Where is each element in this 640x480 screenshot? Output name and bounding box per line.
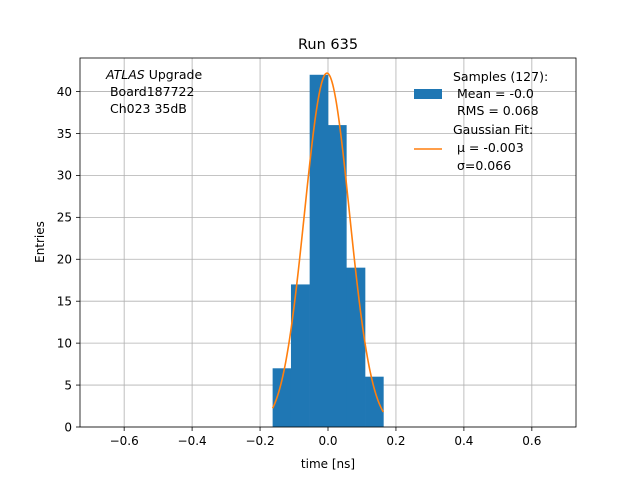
histogram-bar [309, 74, 329, 427]
y-tick-label: 25 [57, 211, 72, 225]
legend-fit-sigma: σ=0.066 [453, 158, 511, 173]
y-tick-label: 20 [57, 253, 72, 267]
x-tick-label: 0.4 [454, 434, 473, 448]
legend: Samples (127): Mean = -0.0 RMS = 0.068 G… [414, 69, 548, 173]
y-axis-label: Entries [33, 221, 47, 263]
x-tick-label: −0.4 [178, 434, 207, 448]
legend-samples-label: Samples (127): [453, 69, 548, 84]
y-tick-label: 30 [57, 169, 72, 183]
y-tick-label: 40 [57, 85, 72, 99]
fit-line [271, 72, 385, 413]
histogram-bar [272, 368, 292, 427]
chart-title: Run 635 [298, 37, 358, 53]
legend-histogram-swatch [414, 89, 442, 99]
annotation-upgrade: Upgrade [145, 67, 203, 82]
x-axis-ticks: −0.6 −0.4 −0.2 0.0 0.2 0.4 0.6 [110, 427, 541, 448]
annotation-atlas: ATLAS [105, 67, 145, 82]
y-tick-label: 5 [64, 378, 72, 392]
legend-samples-rms: RMS = 0.068 [453, 103, 539, 118]
y-tick-label: 10 [57, 336, 72, 350]
histogram-bar [328, 125, 347, 427]
legend-fit-mu: μ = -0.003 [453, 140, 524, 155]
legend-fit-label: Gaussian Fit: [453, 122, 533, 137]
histogram-bar [346, 267, 366, 427]
annotation-board: Board187722 [106, 84, 194, 99]
y-tick-label: 35 [57, 127, 72, 141]
x-tick-label: 0.6 [522, 434, 541, 448]
histogram-bars [272, 74, 384, 427]
x-tick-label: 0.2 [386, 434, 405, 448]
y-axis-ticks: 0 5 10 15 20 25 30 35 40 [57, 85, 80, 434]
histogram-bar [365, 376, 384, 427]
x-tick-label: −0.6 [110, 434, 139, 448]
annotation-line-1: ATLAS Upgrade [105, 67, 202, 82]
gaussian-fit-curve [271, 72, 385, 413]
annotation-channel: Ch023 35dB [106, 101, 187, 116]
x-tick-label: 0.0 [318, 434, 337, 448]
y-tick-label: 0 [64, 420, 72, 434]
atlas-annotation: ATLAS Upgrade Board187722 Ch023 35dB [105, 67, 202, 116]
histogram-bar [290, 284, 310, 427]
y-tick-label: 15 [57, 295, 72, 309]
x-tick-label: −0.2 [245, 434, 274, 448]
legend-samples-mean: Mean = -0.0 [453, 86, 534, 101]
x-axis-label: time [ns] [301, 457, 355, 471]
